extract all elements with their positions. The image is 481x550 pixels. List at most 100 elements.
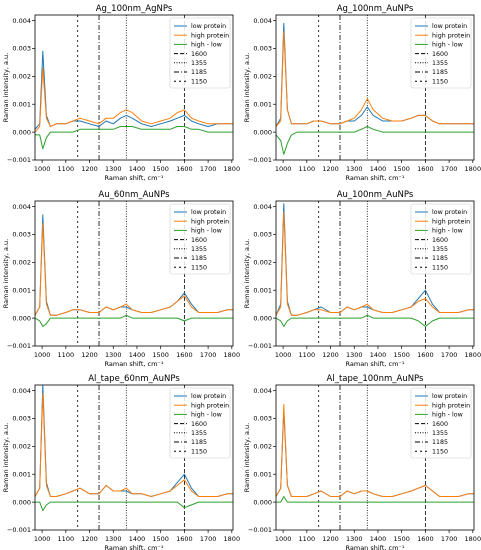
legend-label: 1600	[432, 421, 448, 428]
legend: low protein high protein high - low 1600 135…	[169, 17, 231, 89]
x-axis-label: Raman shift, cm⁻¹	[105, 174, 164, 182]
y-tick-label: 0.000	[12, 314, 31, 322]
y-tick-label: 0.001	[12, 100, 31, 108]
chart-title: Al_tape_100nm_AuNPs	[327, 374, 425, 384]
x-tick-label: 1300	[105, 351, 122, 359]
legend-label: 1600	[191, 421, 207, 428]
x-tick-label: 1100	[58, 351, 75, 359]
legend: low protein high protein high - low 1600 135…	[410, 17, 472, 89]
legend-label: 1185	[191, 439, 207, 446]
series-high-protein	[276, 31, 474, 127]
series-high-minus-low	[276, 496, 474, 503]
x-tick-label: 1000	[275, 535, 292, 543]
legend-label: 1185	[432, 255, 448, 262]
chart-panel-3: Au_60nm_AuNPs 1000 1100 1200 1300 1400 1500 160…	[2, 190, 240, 368]
legend-label: high - low	[432, 42, 463, 49]
x-tick-label: 1300	[105, 165, 122, 173]
y-tick-label: −0.001	[7, 156, 31, 164]
x-tick-label: 1700	[441, 165, 458, 173]
legend-label: 1600	[191, 237, 207, 244]
chart-panel-6: Al_tape_100nm_AuNPs 1000 1100 1200 1300 1400 1…	[243, 374, 481, 550]
chart-panel-2: Ag_100nm_AuNPs 1000 1100 1200 1300 1400 1500 16…	[243, 4, 481, 182]
x-tick-label: 1100	[299, 351, 316, 359]
y-tick-label: 0.000	[253, 314, 272, 322]
x-tick-label: 1100	[58, 165, 75, 173]
x-tick-label: 1200	[322, 165, 339, 173]
x-tick-label: 1800	[224, 535, 241, 543]
legend-label: high protein	[191, 402, 229, 409]
legend-label: low protein	[191, 209, 226, 216]
x-tick-label: 1600	[417, 165, 434, 173]
x-tick-label: 1600	[417, 535, 434, 543]
series-high-minus-low	[35, 501, 233, 511]
chart-panel-4: Au_100nm_AuNPs 1000 1100 1200 1300 1400 1500 16…	[243, 190, 481, 368]
x-tick-label: 1200	[322, 535, 339, 543]
x-tick-label: 1100	[299, 535, 316, 543]
x-tick-label: 1000	[34, 535, 51, 543]
legend-label: 1185	[432, 439, 448, 446]
x-tick-label: 1500	[152, 165, 169, 173]
axes-frame	[34, 14, 234, 161]
x-tick-label: 1700	[441, 535, 458, 543]
x-tick-label: 1800	[465, 165, 481, 173]
series-high-protein	[35, 67, 233, 133]
y-tick-label: −0.001	[248, 156, 272, 164]
legend-label: high protein	[432, 402, 470, 409]
legend-label: 1185	[191, 69, 207, 76]
y-axis-label: Raman intensity, a.u.	[243, 53, 251, 122]
legend-label: 1600	[432, 237, 448, 244]
y-axis-label: Raman intensity, a.u.	[243, 239, 251, 308]
series-high-protein	[35, 222, 233, 316]
x-tick-label: 1200	[322, 351, 339, 359]
y-tick-label: 0.003	[253, 415, 272, 423]
x-axis-label: Raman shift, cm⁻¹	[346, 360, 405, 368]
axes-frame	[275, 14, 475, 161]
chart-title: Au_100nm_AuNPs	[337, 190, 414, 200]
x-tick-label: 1400	[370, 535, 387, 543]
legend-label: high - low	[432, 228, 463, 235]
y-axis-label: Raman intensity, a.u.	[243, 423, 251, 492]
y-tick-label: 0.004	[253, 17, 272, 25]
legend-label: low protein	[432, 209, 467, 216]
legend-label: high protein	[432, 32, 470, 39]
legend-label: 1150	[191, 448, 207, 455]
y-tick-label: 0.003	[12, 45, 31, 53]
axes-frame	[34, 384, 234, 531]
x-tick-label: 1400	[129, 351, 146, 359]
x-tick-label: 1000	[34, 351, 51, 359]
legend-label: 1150	[191, 264, 207, 271]
series-high-protein	[276, 211, 474, 316]
legend: low protein high protein high - low 1600 135…	[410, 203, 472, 275]
chart-title: Ag_100nm_AuNPs	[337, 4, 414, 14]
x-tick-label: 1400	[370, 351, 387, 359]
x-tick-label: 1600	[176, 535, 193, 543]
x-tick-label: 1700	[441, 351, 458, 359]
series-high-minus-low	[276, 126, 474, 155]
legend: low protein high protein high - low 1600 135…	[410, 387, 472, 459]
legend-label: 1150	[191, 78, 207, 85]
x-tick-label: 1200	[81, 351, 98, 359]
x-axis-label: Raman shift, cm⁻¹	[346, 174, 405, 182]
legend-label: 1355	[432, 430, 448, 437]
y-tick-label: 0.001	[12, 470, 31, 478]
legend: low protein high protein high - low 1600 135…	[169, 203, 231, 275]
y-tick-label: 0.002	[12, 73, 31, 81]
y-tick-label: 0.001	[253, 100, 272, 108]
x-tick-label: 1500	[393, 165, 410, 173]
chart-title: Au_60nm_AuNPs	[98, 190, 170, 200]
x-tick-label: 1300	[105, 535, 122, 543]
y-tick-label: 0.001	[12, 286, 31, 294]
x-axis-label: Raman shift, cm⁻¹	[346, 544, 405, 550]
series-high-minus-low	[35, 314, 233, 327]
y-tick-label: 0.003	[12, 415, 31, 423]
x-tick-label: 1500	[393, 535, 410, 543]
legend-label: 1355	[432, 246, 448, 253]
series-high-minus-low	[35, 126, 233, 150]
x-tick-label: 1400	[129, 165, 146, 173]
y-tick-label: 0.002	[253, 259, 272, 267]
legend-label: 1150	[432, 78, 448, 85]
series-high-minus-low	[276, 314, 474, 327]
y-tick-label: 0.000	[253, 128, 272, 136]
x-tick-label: 1000	[275, 351, 292, 359]
axes-frame	[34, 200, 234, 347]
